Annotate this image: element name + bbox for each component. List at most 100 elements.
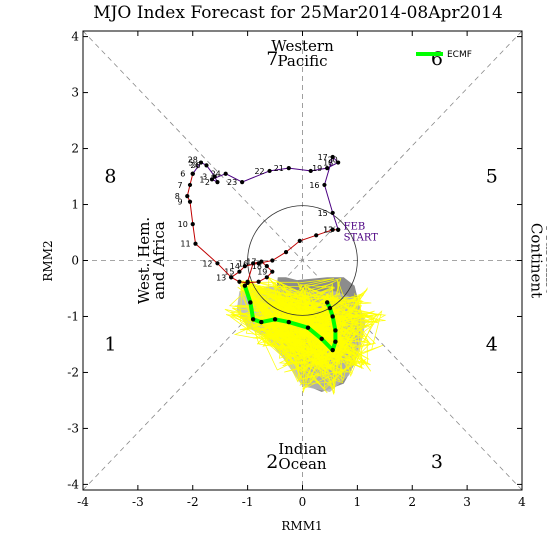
feb-start-label: FEB: [344, 222, 366, 233]
ensemble-member-track: [248, 280, 379, 367]
x-tick-label: -3: [132, 495, 144, 509]
observed-day-marker: [209, 177, 215, 182]
observed-day-label: 20: [328, 156, 338, 165]
feb-start-label: START: [344, 233, 379, 244]
ensemble-member-track: [243, 281, 369, 390]
observed-day-label: 15: [318, 209, 328, 218]
phase-number: 5: [486, 166, 498, 188]
observed-day-marker: [330, 210, 335, 216]
observed-day-marker: [322, 182, 327, 188]
observed-day-marker: [245, 279, 250, 284]
observed-day-marker: [237, 279, 242, 284]
observed-day-label: 26: [190, 161, 200, 170]
observed-day-label: 19: [312, 164, 322, 173]
ensemble-mean-marker: [305, 325, 311, 330]
observed-day-label: 17: [246, 258, 256, 267]
observed-day-marker: [198, 160, 204, 165]
x-tick-label: 4: [518, 495, 526, 509]
observed-day-label: 4: [194, 161, 199, 170]
ensemble-mean-marker: [248, 300, 253, 305]
region-label: Maritime: [542, 225, 547, 295]
observed-day-marker: [251, 261, 256, 266]
observed-day-label: 3: [202, 173, 207, 182]
observed-day-marker: [270, 269, 275, 274]
phase-divider-diagonal-b: [82, 30, 523, 491]
observed-day-label: 1: [199, 175, 204, 184]
observed-day-marker: [264, 275, 269, 280]
observed-day-marker: [212, 174, 217, 179]
observed-day-label: 8: [175, 192, 180, 201]
observed-day-marker: [267, 168, 272, 174]
observed-day-label: 18: [323, 159, 333, 168]
region-label: Ocean: [278, 455, 327, 473]
x-tick-label: 2: [408, 495, 416, 509]
ensemble-mean-marker: [319, 336, 324, 342]
observed-day-marker: [286, 166, 291, 171]
observed-day-marker: [193, 241, 198, 246]
y-tick-label: 3: [71, 86, 79, 100]
region-label: Western: [271, 37, 334, 55]
y-axis-title: RMM2: [41, 240, 55, 281]
observed-day-label: 5: [188, 159, 193, 168]
observed-day-label: 12: [202, 259, 212, 268]
region-label: Continent: [527, 223, 545, 298]
observed-day-marker: [190, 222, 195, 227]
region-label: West. Hem.: [135, 217, 153, 304]
ensemble-mean-marker: [286, 319, 291, 325]
observed-day-marker: [187, 199, 193, 204]
x-tick-label: 3: [463, 495, 471, 509]
region-label-group: West. Hem.and Africa: [135, 217, 168, 304]
observed-day-label: 18: [252, 262, 262, 271]
phase-number: 2: [266, 451, 278, 473]
x-axis-title: RMM1: [281, 519, 322, 533]
observed-day-label: 22: [254, 167, 264, 176]
y-tick-label: -3: [67, 421, 79, 435]
phase-number: 4: [486, 333, 498, 355]
observed-day-label: 2: [205, 178, 210, 187]
observed-day-marker: [308, 168, 313, 174]
observed-day-label: 11: [180, 240, 190, 249]
observed-day-marker: [336, 227, 341, 232]
observed-day-label: 16: [309, 181, 319, 190]
observed-day-label: 7: [177, 181, 182, 190]
phase-number: 8: [104, 166, 116, 188]
observed-day-marker: [237, 269, 242, 274]
observed-day-marker: [259, 259, 264, 264]
phase-number: 7: [266, 48, 278, 70]
ensemble-mean-marker: [324, 300, 330, 305]
observed-day-marker: [190, 171, 195, 176]
region-label: Indian: [278, 440, 327, 458]
observed-day-marker: [240, 180, 245, 185]
ensemble-member-track: [240, 278, 366, 366]
observed-day-marker: [314, 233, 319, 238]
observed-day-label: 13: [216, 273, 226, 282]
observed-day-marker: [264, 263, 269, 269]
unit-circle: [247, 205, 358, 316]
observed-day-marker: [325, 166, 330, 171]
ensemble-mean-marker: [330, 347, 335, 353]
region-label: and Africa: [150, 221, 168, 299]
y-tick-label: -4: [67, 477, 79, 491]
observed-day-marker: [283, 250, 289, 255]
observed-day-label: 15: [224, 268, 234, 277]
observed-day-label: 14: [230, 262, 240, 271]
observed-day-marker: [256, 279, 261, 284]
ensemble-mean-marker: [330, 314, 335, 319]
observed-day-label: 13: [323, 226, 333, 235]
y-tick-label: -1: [67, 309, 79, 323]
y-tick-label: 4: [71, 30, 79, 44]
x-tick-label: -1: [242, 495, 254, 509]
legend-ecmf-label: ECMF: [447, 50, 472, 60]
ensemble-mean-marker: [333, 339, 338, 344]
observed-day-marker: [297, 238, 302, 244]
x-tick-label: -2: [187, 495, 199, 509]
y-tick-label: 1: [71, 198, 79, 212]
observed-day-label: 19: [257, 268, 267, 277]
observed-day-marker: [185, 194, 190, 199]
x-tick-label: 1: [354, 495, 362, 509]
observed-day-label: 21: [274, 164, 284, 173]
phase-number: 1: [104, 333, 116, 355]
